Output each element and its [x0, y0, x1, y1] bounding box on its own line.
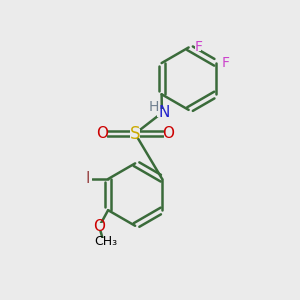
FancyBboxPatch shape — [99, 238, 113, 246]
Text: CH₃: CH₃ — [94, 236, 118, 248]
Text: F: F — [194, 40, 202, 55]
Text: I: I — [86, 172, 90, 187]
FancyBboxPatch shape — [157, 109, 167, 117]
Text: O: O — [93, 219, 105, 234]
FancyBboxPatch shape — [85, 176, 92, 182]
FancyBboxPatch shape — [130, 129, 140, 138]
Text: F: F — [221, 56, 229, 70]
Text: S: S — [130, 125, 140, 143]
Text: N: N — [159, 105, 170, 120]
FancyBboxPatch shape — [222, 60, 228, 66]
FancyBboxPatch shape — [164, 130, 172, 137]
FancyBboxPatch shape — [98, 130, 106, 137]
FancyBboxPatch shape — [195, 44, 201, 51]
Text: H: H — [148, 100, 159, 115]
Text: O: O — [162, 126, 174, 141]
Text: O: O — [96, 126, 108, 141]
FancyBboxPatch shape — [95, 223, 103, 230]
